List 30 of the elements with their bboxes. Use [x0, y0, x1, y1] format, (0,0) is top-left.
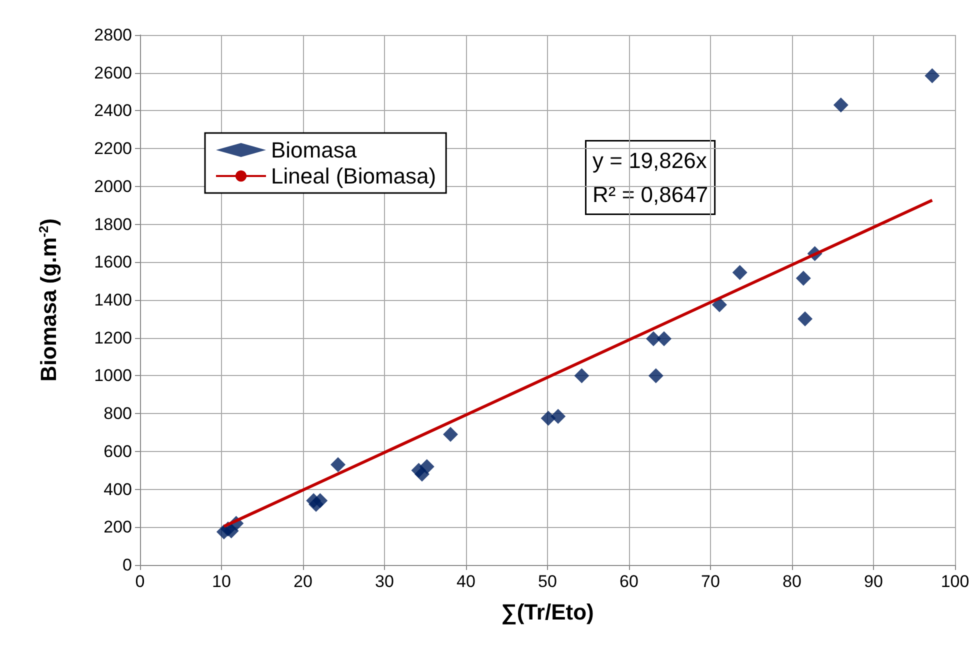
y-tick-label: 400 — [104, 480, 132, 499]
y-tick-label: 0 — [122, 556, 132, 574]
y-tick-label: 2400 — [94, 101, 132, 120]
x-tick-label: 70 — [701, 572, 720, 591]
y-tick-label: 2200 — [94, 139, 132, 158]
y-tick-label: 2600 — [94, 63, 132, 82]
legend-label: Biomasa — [271, 138, 358, 162]
x-tick-label: 80 — [782, 572, 802, 591]
x-tick-label: 40 — [456, 572, 476, 591]
y-axis-title: Biomasa (g.m-2) — [36, 218, 61, 382]
y-tick-label: 1600 — [94, 252, 132, 272]
y-tick-label: 1400 — [94, 290, 132, 310]
y-tick-label: 800 — [104, 404, 132, 424]
x-tick-label: 50 — [538, 572, 557, 591]
y-tick-label: 2800 — [94, 26, 132, 44]
y-tick-label: 200 — [104, 518, 132, 537]
x-tick-label: 20 — [294, 572, 312, 591]
y-tick-label: 1800 — [94, 214, 132, 234]
x-tick-label: 90 — [864, 572, 883, 591]
x-tick-label: 60 — [620, 572, 638, 591]
x-tick-label: 0 — [135, 572, 145, 591]
x-tick-label: 10 — [212, 572, 231, 591]
y-tick-label: 2000 — [94, 176, 132, 196]
x-axis-title: ∑(Tr/Eto) — [501, 600, 594, 624]
x-tick-label: 100 — [940, 572, 970, 591]
legend-label: Lineal (Biomasa) — [271, 164, 436, 188]
y-tick-label: 1000 — [94, 366, 132, 386]
x-tick-label: 30 — [375, 572, 394, 591]
y-tick-label: 600 — [104, 442, 132, 461]
y-tick-label: 1200 — [94, 328, 132, 348]
